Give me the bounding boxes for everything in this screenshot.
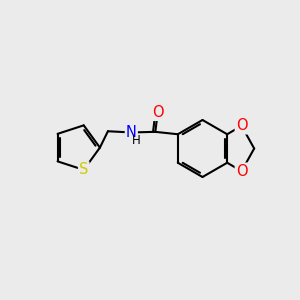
- Text: O: O: [236, 118, 248, 133]
- Text: O: O: [236, 164, 248, 179]
- Text: H: H: [132, 134, 141, 147]
- Text: N: N: [126, 125, 137, 140]
- Text: S: S: [79, 162, 88, 177]
- Text: O: O: [152, 105, 164, 120]
